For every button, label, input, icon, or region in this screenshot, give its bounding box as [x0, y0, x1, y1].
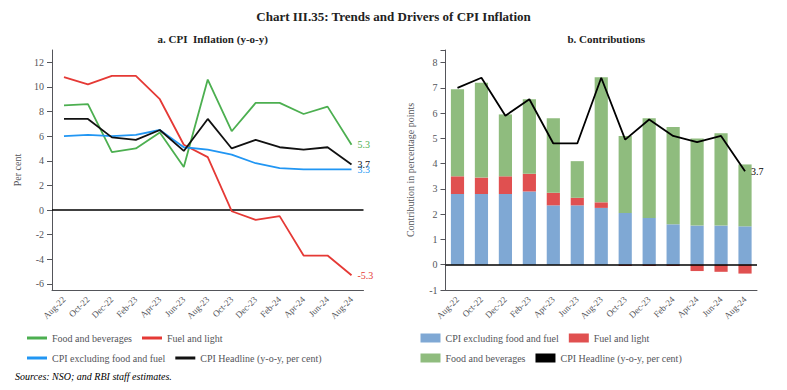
svg-text:2: 2 — [39, 180, 44, 191]
svg-text:10: 10 — [34, 81, 44, 92]
svg-text:3.7: 3.7 — [358, 159, 371, 170]
svg-text:Feb-23: Feb-23 — [508, 294, 533, 319]
svg-text:Jun-24: Jun-24 — [700, 294, 725, 319]
svg-text:Dec-23: Dec-23 — [627, 294, 653, 320]
svg-text:-6: -6 — [36, 278, 44, 289]
svg-text:Apr-24: Apr-24 — [282, 294, 308, 320]
svg-text:Food and beverages: Food and beverages — [52, 333, 132, 344]
svg-text:3: 3 — [433, 183, 438, 194]
svg-text:Per cent: Per cent — [12, 154, 23, 187]
svg-text:Fuel and light: Fuel and light — [167, 333, 223, 344]
svg-text:Dec-22: Dec-22 — [90, 294, 116, 320]
svg-text:1: 1 — [433, 234, 438, 245]
svg-text:Aug-24: Aug-24 — [722, 294, 749, 321]
svg-text:Aug-23: Aug-23 — [578, 294, 605, 321]
svg-text:b. Contributions: b. Contributions — [567, 33, 645, 45]
svg-text:Contribution in percentage poi: Contribution in percentage points — [405, 103, 416, 237]
svg-text:-2: -2 — [36, 229, 44, 240]
svg-text:-1: -1 — [429, 285, 437, 296]
svg-text:Chart III.35: Trends and Drive: Chart III.35: Trends and Drivers of CPI … — [256, 9, 531, 24]
svg-text:2: 2 — [433, 209, 438, 220]
svg-text:Oct-22: Oct-22 — [67, 294, 92, 319]
svg-text:Jun-24: Jun-24 — [307, 294, 332, 319]
svg-text:4: 4 — [433, 158, 438, 169]
svg-text:Sources: NSO; and RBI staff es: Sources: NSO; and RBI staff estimates. — [15, 371, 172, 382]
svg-text:Aug-24: Aug-24 — [329, 294, 356, 321]
svg-text:Jun-23: Jun-23 — [556, 294, 581, 319]
svg-text:CPI excluding food and fuel: CPI excluding food and fuel — [446, 333, 560, 344]
svg-text:8: 8 — [39, 106, 44, 117]
svg-text:Feb-23: Feb-23 — [114, 294, 139, 319]
svg-text:Oct-22: Oct-22 — [460, 294, 485, 319]
svg-text:Apr-24: Apr-24 — [675, 294, 701, 320]
svg-text:Feb-24: Feb-24 — [652, 294, 677, 319]
svg-text:Feb-24: Feb-24 — [258, 294, 283, 319]
svg-text:8: 8 — [433, 57, 438, 68]
svg-text:Food and beverages: Food and beverages — [446, 353, 526, 364]
svg-text:Jun-23: Jun-23 — [163, 294, 188, 319]
svg-text:Dec-22: Dec-22 — [483, 294, 509, 320]
svg-text:Oct-23: Oct-23 — [211, 294, 236, 319]
svg-text:12: 12 — [34, 57, 44, 68]
svg-text:5: 5 — [433, 133, 438, 144]
svg-text:0: 0 — [433, 259, 438, 270]
svg-text:-5.3: -5.3 — [358, 270, 374, 281]
svg-text:Apr-23: Apr-23 — [138, 294, 164, 320]
svg-text:Oct-23: Oct-23 — [604, 294, 629, 319]
svg-text:CPI Headline (y-o-y, per cent): CPI Headline (y-o-y, per cent) — [560, 353, 681, 365]
svg-text:6: 6 — [433, 108, 438, 119]
svg-text:3.7: 3.7 — [751, 166, 764, 177]
svg-text:Dec-23: Dec-23 — [233, 294, 259, 320]
svg-text:Aug-22: Aug-22 — [435, 294, 461, 320]
svg-text:7: 7 — [433, 82, 438, 93]
svg-text:CPI Headline (y-o-y, per cent): CPI Headline (y-o-y, per cent) — [200, 353, 321, 365]
svg-text:Aug-22: Aug-22 — [41, 294, 67, 320]
svg-text:0: 0 — [39, 205, 44, 216]
svg-text:Aug-23: Aug-23 — [185, 294, 212, 321]
svg-text:4: 4 — [39, 155, 44, 166]
svg-text:6: 6 — [39, 131, 44, 142]
svg-text:-4: -4 — [36, 254, 44, 265]
svg-text:Apr-23: Apr-23 — [532, 294, 558, 320]
svg-text:a. CPI Inflation (y-o-y): a. CPI Inflation (y-o-y) — [158, 33, 269, 46]
svg-text:CPI excluding food and fuel: CPI excluding food and fuel — [52, 353, 166, 364]
svg-text:5.3: 5.3 — [358, 139, 371, 150]
svg-text:Fuel and light: Fuel and light — [594, 333, 650, 344]
